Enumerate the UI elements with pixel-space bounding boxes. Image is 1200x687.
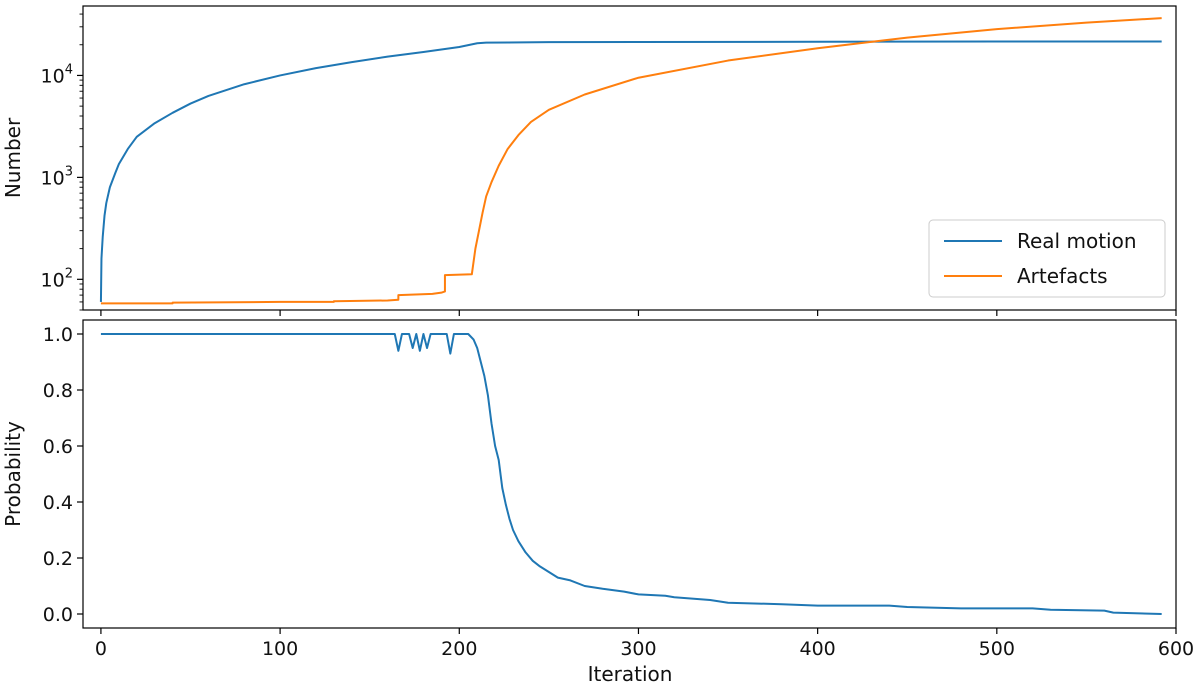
top-y-tick-label: 104	[41, 62, 73, 87]
bottom-y-tick-label: 1.0	[43, 324, 73, 346]
top-y-tick-label: 103	[41, 164, 73, 189]
x-tick-label: 300	[620, 638, 656, 660]
bottom-y-tick-label: 0.0	[43, 604, 73, 626]
top-series-group	[99, 17, 1162, 305]
probability-series-line	[100, 333, 1162, 615]
x-tick-label: 100	[262, 638, 298, 660]
legend: Real motion Artefacts	[928, 219, 1166, 298]
x-tick-label: 600	[1158, 638, 1194, 660]
series-line-artefacts	[100, 17, 1162, 305]
x-axis-label: Iteration	[588, 662, 673, 686]
bottom-series-group	[100, 333, 1162, 615]
x-tick-label: 400	[800, 638, 836, 660]
bottom-y-axis-label: Probability	[1, 421, 25, 527]
bottom-y-tick-label: 0.6	[43, 436, 73, 458]
bottom-panel: 0.0 0.2 0.4 0.6 0.8 1.0 0 100 200 300 400 500 600 Pr…	[1, 319, 1194, 686]
series-line-real-motion	[99, 40, 1162, 302]
bottom-y-tick-label: 0.4	[43, 492, 73, 514]
legend-label-artefacts: Artefacts	[1017, 264, 1108, 288]
top-y-tick-label: 102	[41, 266, 73, 291]
top-panel: 102 103 104 Number Real motion Artefacts	[1, 5, 1177, 316]
bottom-axes: 0.0 0.2 0.4 0.6 0.8 1.0 0 100 200 300 400 500 600	[43, 324, 1194, 660]
top-y-axis-label: Number	[1, 117, 25, 198]
legend-box	[928, 219, 1166, 298]
bottom-y-tick-label: 0.8	[43, 380, 73, 402]
x-tick-label: 200	[441, 638, 477, 660]
top-plot-frame	[82, 5, 1177, 311]
legend-label-real-motion: Real motion	[1017, 229, 1137, 253]
x-tick-label: 500	[979, 638, 1015, 660]
bottom-plot-frame	[82, 319, 1177, 629]
bottom-y-tick-label: 0.2	[43, 548, 73, 570]
x-tick-label: 0	[95, 638, 107, 660]
